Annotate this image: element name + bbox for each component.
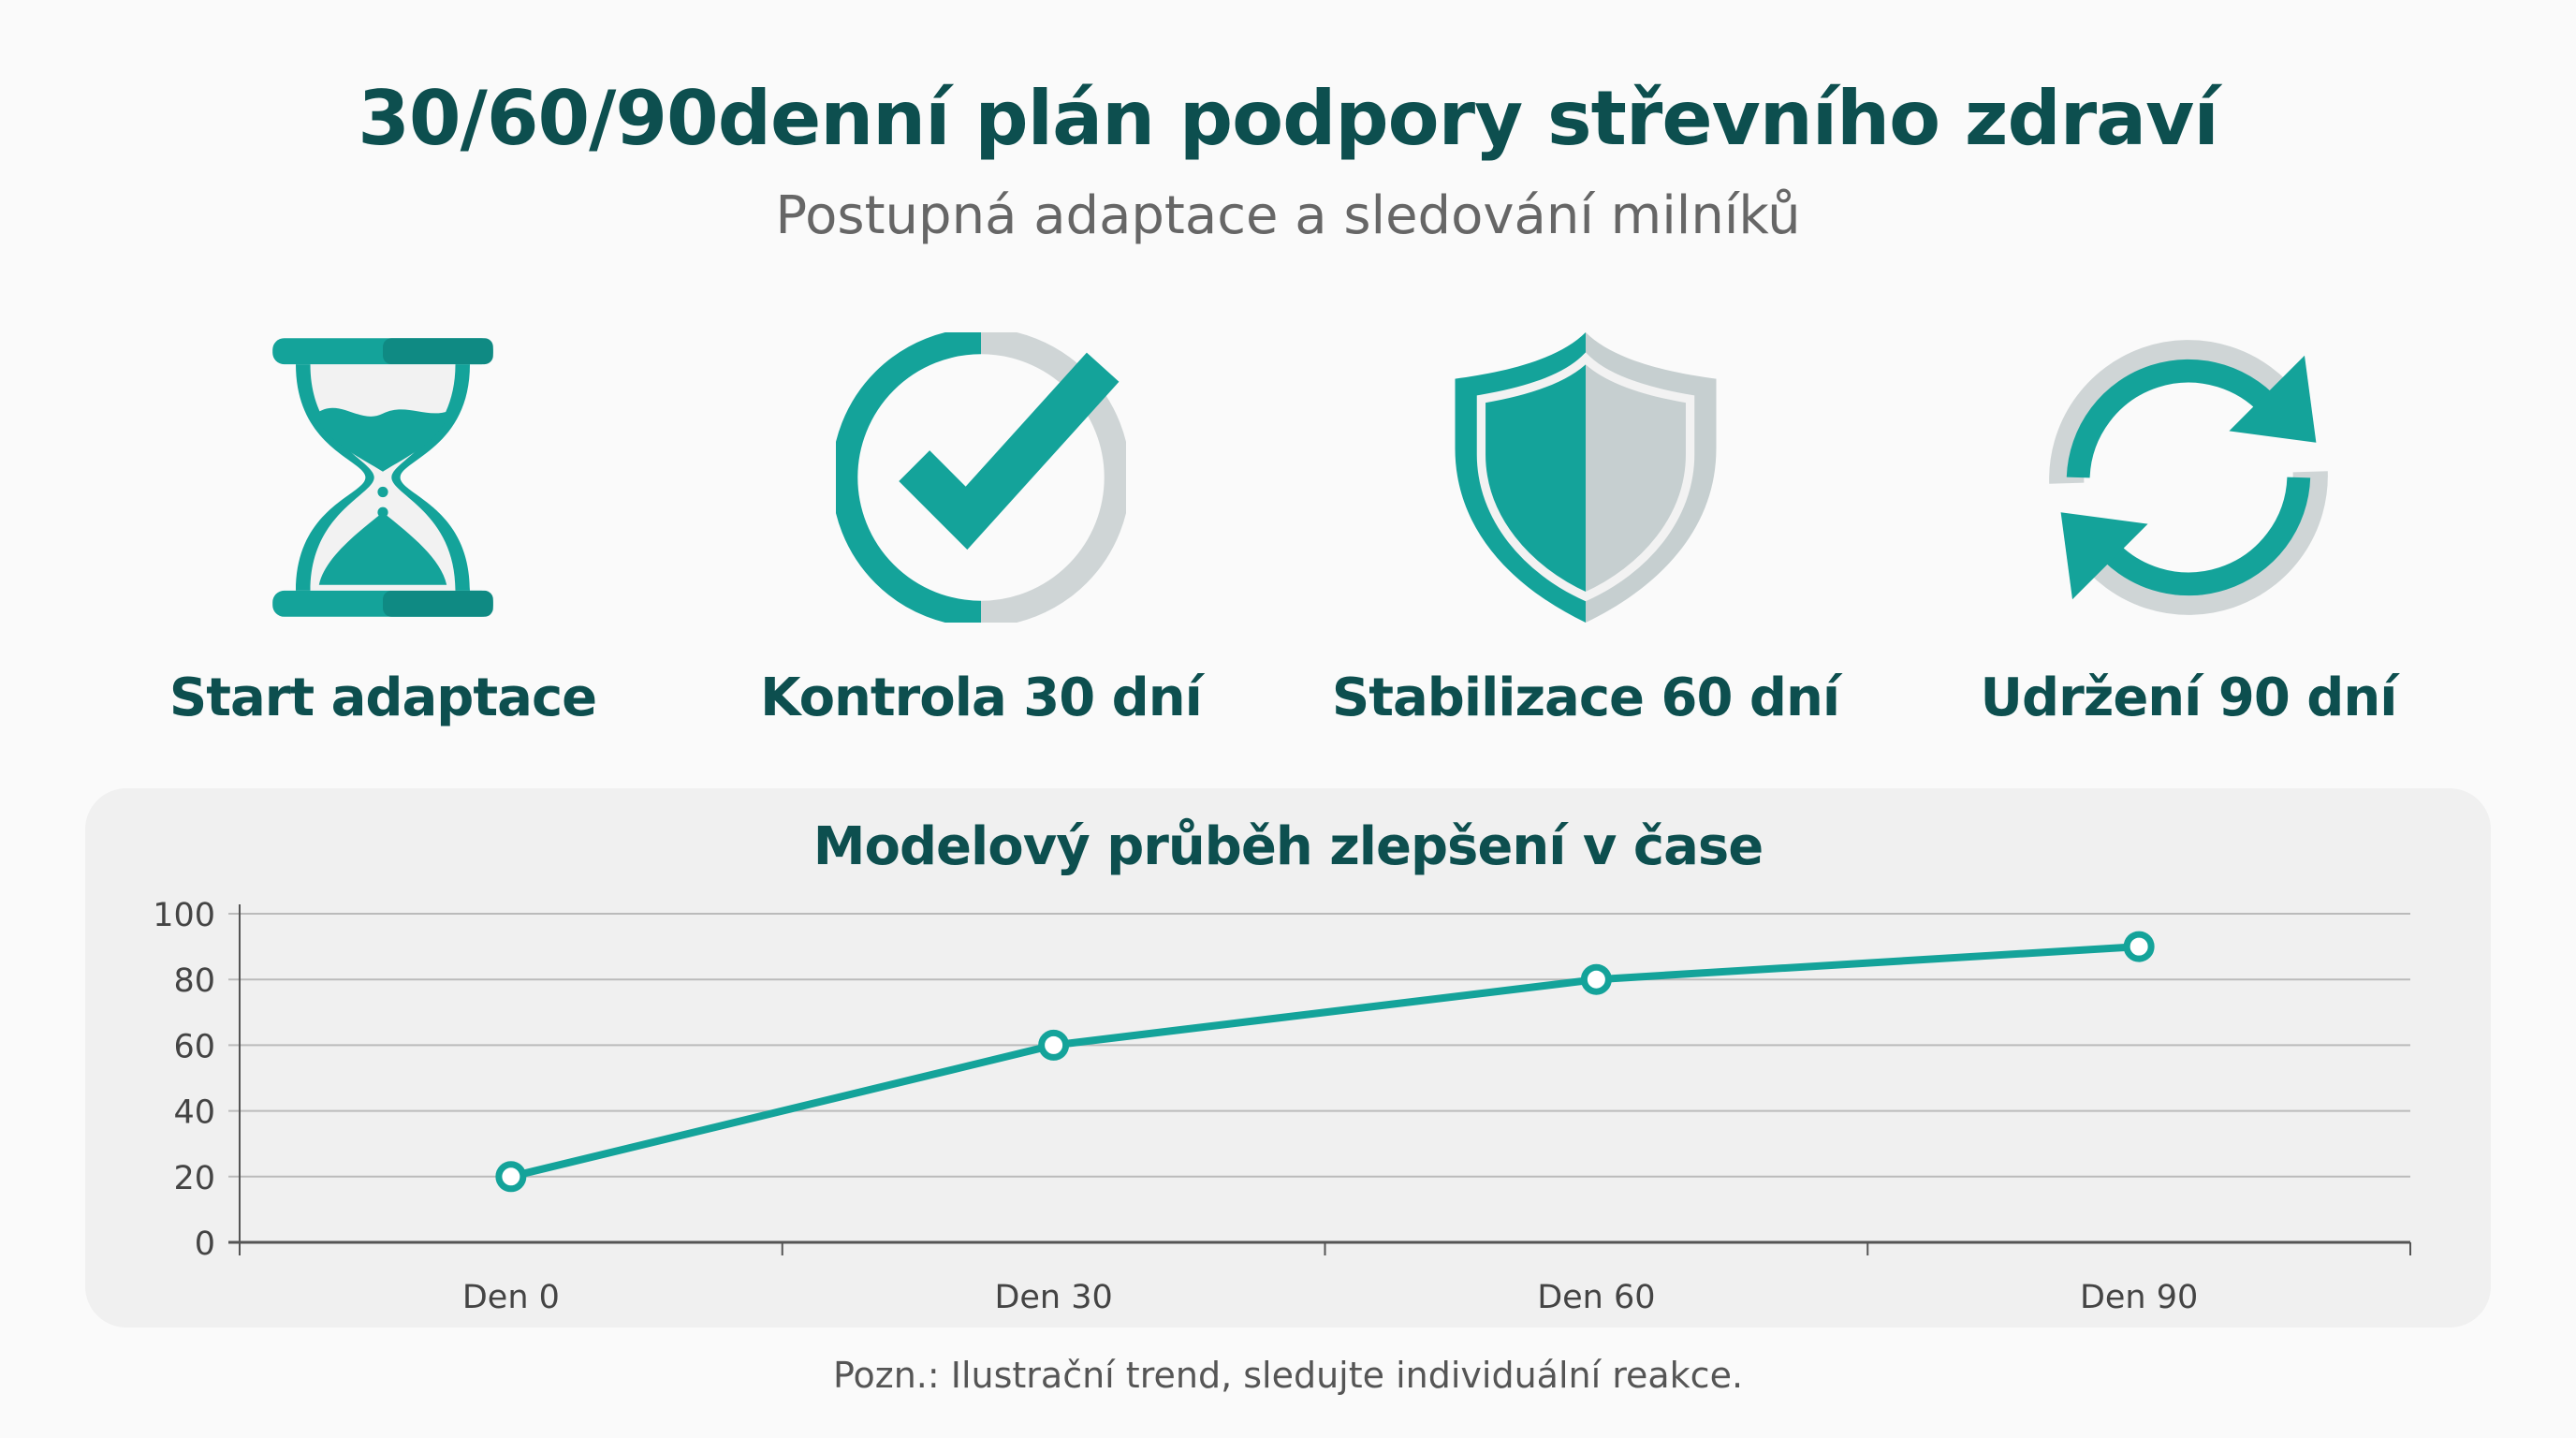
- shield-icon: [1455, 332, 1717, 623]
- page-title: 30/60/90denní plán podpory střevního zdr…: [358, 75, 2218, 162]
- y-tick-label: 80: [173, 962, 215, 1000]
- y-tick-label: 40: [173, 1094, 215, 1132]
- page-subtitle: Postupná adaptace a sledování milníků: [775, 185, 1801, 246]
- x-tick-label: Den 30: [994, 1279, 1112, 1316]
- check-circle-icon: [836, 332, 1126, 623]
- step-label: Kontrola 30 dní: [760, 668, 1203, 728]
- y-tick-label: 100: [153, 897, 215, 934]
- y-tick-label: 0: [195, 1225, 215, 1263]
- data-point: [1038, 1029, 1070, 1061]
- footnote: Pozn.: Ilustrační trend, sledujte indivi…: [832, 1355, 1744, 1396]
- data-point: [1580, 963, 1612, 995]
- refresh-cycle-icon: [2049, 340, 2328, 615]
- y-tick-label: 60: [173, 1028, 215, 1065]
- data-point: [495, 1161, 527, 1193]
- step-90: Udržení 90 dní: [1889, 332, 2488, 728]
- step-60: Stabilizace 60 dní: [1286, 332, 1885, 728]
- step-label: Stabilizace 60 dní: [1331, 668, 1840, 728]
- x-tick-label: Den 90: [2080, 1279, 2198, 1316]
- x-tick-label: Den 0: [462, 1279, 560, 1316]
- hourglass-icon: [272, 338, 493, 617]
- step-label: Udržení 90 dní: [1980, 668, 2398, 728]
- y-tick-label: 20: [173, 1160, 215, 1197]
- step-start: Start adaptace: [83, 332, 682, 728]
- chart-title: Modelový průběh zlepšení v čase: [812, 816, 1764, 877]
- data-point: [2123, 931, 2155, 962]
- x-tick-label: Den 60: [1537, 1279, 1655, 1316]
- step-30: Kontrola 30 dní: [681, 332, 1281, 728]
- chart-panel: [85, 788, 2491, 1328]
- series-line: [509, 943, 2140, 1181]
- step-label: Start adaptace: [168, 668, 597, 728]
